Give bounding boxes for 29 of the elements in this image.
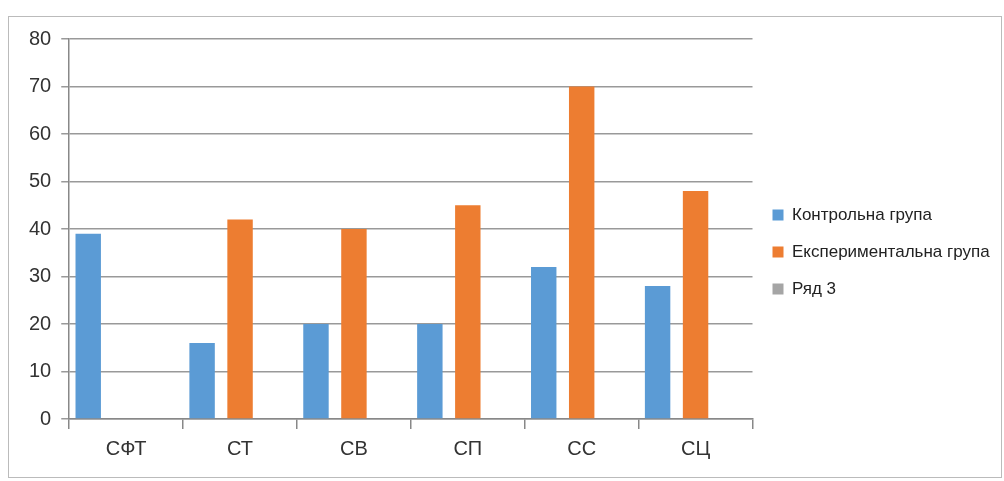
- legend-label: Контрольна група: [792, 204, 933, 224]
- legend-label: Експериментальна група: [792, 241, 991, 261]
- bar: [75, 233, 101, 419]
- y-tick-label: 10: [29, 359, 52, 382]
- x-tick-label: СП: [453, 436, 483, 459]
- y-tick-label: 20: [29, 311, 52, 334]
- bar: [341, 229, 367, 419]
- y-tick-label: 70: [29, 74, 52, 97]
- y-tick-label: 0: [40, 406, 52, 429]
- bar: [303, 324, 329, 419]
- bar: [417, 324, 443, 419]
- bar: [227, 219, 253, 419]
- y-tick-label: 80: [29, 26, 52, 49]
- legend-label: Ряд 3: [792, 278, 837, 298]
- bar: [189, 343, 215, 419]
- bar: [644, 286, 671, 419]
- y-tick-label: 60: [29, 121, 52, 144]
- y-tick-label: 50: [29, 169, 52, 192]
- x-tick-label: СС: [567, 436, 597, 459]
- bar: [682, 191, 709, 419]
- bar: [568, 86, 595, 419]
- x-tick-label: СВ: [340, 436, 368, 459]
- y-tick-label: 40: [29, 216, 52, 239]
- bar: [455, 205, 481, 419]
- y-tick-label: 30: [29, 264, 52, 287]
- bar: [531, 267, 557, 419]
- x-tick-label: СЦ: [680, 436, 711, 459]
- x-tick-label: СТ: [227, 436, 254, 459]
- x-tick-label: СФТ: [105, 436, 147, 459]
